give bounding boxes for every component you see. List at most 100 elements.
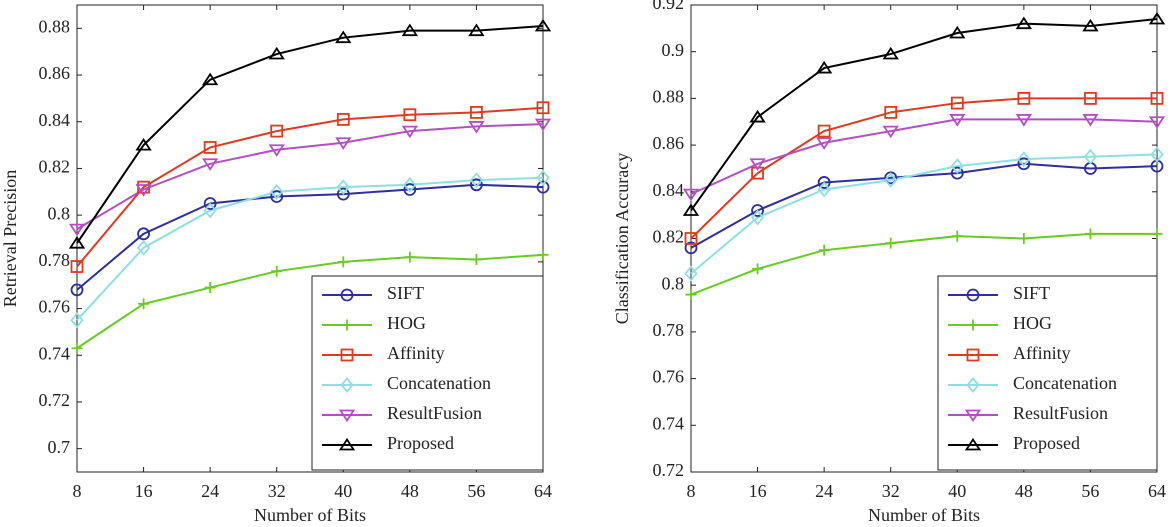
y-tick-label: 0.72 [653, 460, 685, 480]
marker [68, 223, 86, 237]
legend-label: SIFT [1013, 283, 1050, 303]
x-tick-label: 24 [201, 481, 219, 501]
marker [469, 172, 484, 189]
series-line [76, 106, 544, 268]
marker [684, 265, 698, 282]
marker [203, 141, 217, 154]
marker [884, 172, 898, 189]
legend-label: Proposed [387, 433, 454, 453]
marker [336, 113, 350, 126]
y-tick-label: 0.72 [39, 390, 71, 410]
marker [337, 256, 349, 268]
x-tick-label: 64 [1148, 481, 1166, 501]
x-tick-label: 32 [882, 481, 900, 501]
marker [966, 377, 980, 393]
marker [403, 108, 417, 122]
legend-label: HOG [1013, 313, 1052, 333]
marker [536, 169, 550, 186]
marker [950, 96, 964, 110]
marker [340, 348, 354, 362]
marker [338, 437, 356, 451]
marker [71, 342, 83, 354]
marker [203, 202, 217, 219]
x-tick-label: 8 [687, 481, 696, 501]
marker [1082, 18, 1099, 32]
x-tick-label: 48 [1015, 481, 1033, 501]
marker [270, 124, 284, 138]
marker [882, 125, 899, 139]
marker [951, 230, 963, 242]
y-axis-title: Classification Accuracy [612, 153, 632, 324]
series-line [76, 123, 544, 231]
marker [537, 249, 549, 261]
marker [404, 251, 416, 263]
series-line [76, 253, 544, 350]
marker [682, 188, 700, 202]
marker [335, 30, 352, 44]
marker [964, 409, 982, 423]
marker [204, 282, 216, 294]
marker [884, 106, 898, 119]
marker [268, 144, 285, 157]
marker [817, 176, 831, 189]
marker [1015, 114, 1033, 127]
marker [682, 203, 700, 216]
marker [341, 319, 353, 331]
legend-box [937, 275, 1158, 471]
marker [1150, 146, 1164, 163]
marker [271, 265, 283, 277]
marker [336, 179, 350, 196]
marker [966, 348, 980, 362]
y-tick-label: 0.76 [39, 297, 71, 317]
x-tick-label: 64 [534, 481, 552, 501]
marker [268, 46, 285, 60]
marker [70, 260, 84, 273]
series-line [690, 232, 1157, 296]
marker [70, 312, 84, 329]
marker [950, 158, 964, 175]
legend-label: Proposed [1013, 433, 1080, 453]
marker [536, 101, 550, 115]
marker [815, 60, 833, 74]
marker [340, 288, 354, 302]
y-tick-label: 0.74 [39, 343, 71, 363]
legend-label: SIFT [387, 283, 424, 303]
marker [1148, 11, 1166, 25]
marker [201, 72, 219, 86]
marker [817, 124, 831, 138]
marker [270, 183, 284, 200]
y-tick-label: 0.88 [39, 16, 71, 36]
marker [752, 263, 764, 275]
x-axis-title: Number of Bits [868, 505, 980, 525]
marker [534, 18, 552, 32]
y-tick-label: 0.8 [48, 203, 71, 223]
marker [401, 125, 419, 139]
marker [1015, 16, 1033, 30]
marker [203, 197, 217, 210]
marker [750, 209, 765, 226]
marker [1017, 151, 1031, 168]
marker [470, 106, 483, 119]
series-line [690, 153, 1158, 275]
marker [403, 176, 417, 193]
y-tick-label: 0.86 [39, 63, 71, 83]
y-tick-label: 0.78 [39, 250, 71, 270]
series-line [76, 176, 544, 321]
x-tick-label: 16 [749, 481, 767, 501]
series-line [690, 18, 1158, 212]
y-tick-label: 0.82 [39, 157, 71, 177]
x-axis-title: Number of Bits [254, 505, 366, 525]
marker [1018, 233, 1030, 244]
marker [817, 181, 831, 198]
x-tick-label: 8 [73, 481, 82, 501]
marker [950, 166, 964, 180]
marker [1082, 114, 1099, 127]
marker [1150, 92, 1164, 105]
x-tick-label: 32 [268, 481, 286, 501]
series-line [76, 25, 544, 244]
marker [70, 283, 84, 297]
y-tick-label: 0.92 [653, 0, 685, 13]
marker [949, 114, 966, 127]
x-tick-label: 56 [1081, 481, 1099, 501]
